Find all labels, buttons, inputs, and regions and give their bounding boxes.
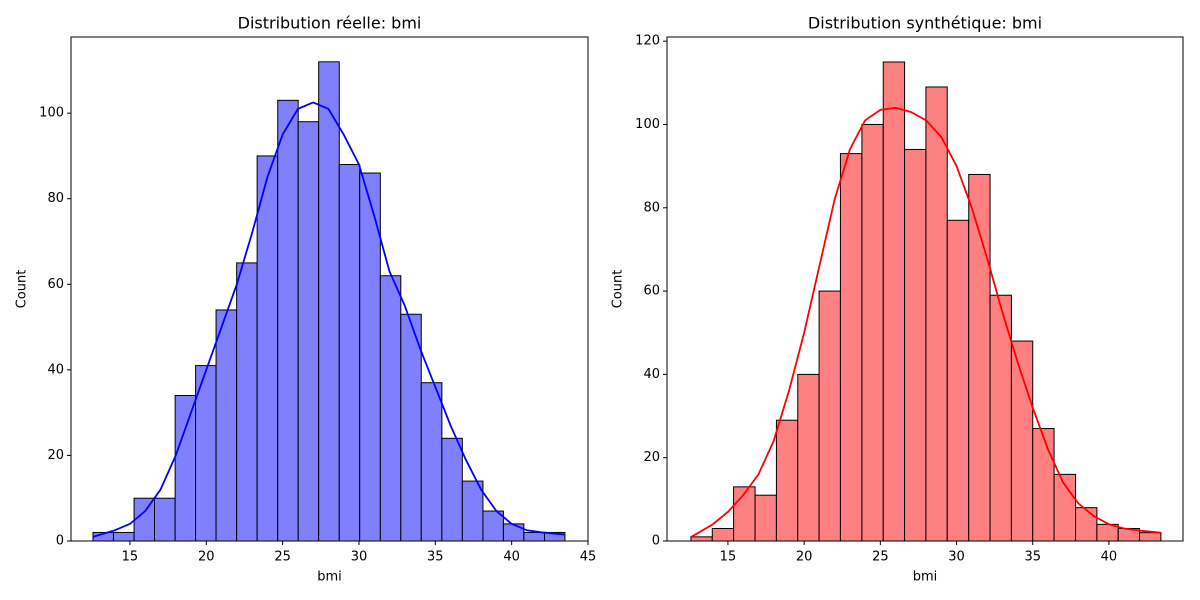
x-tick-label: 15 <box>122 550 139 565</box>
hist-bar <box>1139 532 1162 542</box>
hist-bar <box>420 382 443 542</box>
x-axis-label: bmi <box>913 570 938 585</box>
hist-bar <box>400 313 422 542</box>
axes-frame <box>70 36 589 542</box>
hist-bar <box>441 437 463 542</box>
hist-bar <box>1032 428 1055 542</box>
hist-bar <box>818 290 841 542</box>
hist-bar <box>968 173 991 542</box>
y-tick-label: 40 <box>643 367 660 382</box>
x-tick-label: 15 <box>720 550 737 565</box>
x-tick-label: 20 <box>796 550 813 565</box>
y-tick-label: 100 <box>39 106 64 121</box>
hist-bar <box>925 86 948 542</box>
chart-title: Distribution synthétique: bmi <box>808 14 1042 33</box>
hist-bar <box>882 61 906 542</box>
hist-bar <box>174 395 197 542</box>
hist-bar <box>461 480 484 542</box>
x-tick-label: 40 <box>1101 550 1118 565</box>
hist-bar <box>861 123 884 542</box>
y-tick-label: 60 <box>643 284 660 299</box>
x-tick-label: 40 <box>503 550 520 565</box>
y-tick-label: 60 <box>47 277 64 292</box>
hist-bar <box>112 531 135 542</box>
hist-bar <box>277 99 299 542</box>
hist-bar <box>215 309 238 542</box>
x-tick-label: 20 <box>198 550 215 565</box>
hist-bar <box>690 536 713 542</box>
axes-frame <box>666 36 1184 542</box>
x-axis-label: bmi <box>317 570 342 585</box>
y-tick-label: 100 <box>635 117 660 132</box>
y-tick-label: 40 <box>47 362 64 377</box>
hist-bar <box>338 163 361 542</box>
hist-bar <box>754 494 777 542</box>
hist-bar <box>797 373 820 542</box>
y-tick-label: 80 <box>47 191 64 206</box>
y-tick-label: 20 <box>47 448 64 463</box>
hist-bar <box>297 121 320 542</box>
x-tick-label: 30 <box>948 550 965 565</box>
y-tick-label: 0 <box>652 534 660 549</box>
hist-bar <box>1075 507 1098 542</box>
hist-bar <box>318 61 340 542</box>
hist-bar <box>256 155 279 542</box>
x-tick-label: 25 <box>872 550 889 565</box>
hist-bar <box>775 419 799 542</box>
y-axis-label: Count <box>611 270 626 309</box>
hist-bar <box>379 275 402 542</box>
hist-bar <box>1010 340 1034 542</box>
hist-bar <box>154 497 176 542</box>
x-tick-label: 25 <box>274 550 291 565</box>
x-tick-label: 35 <box>1024 550 1041 565</box>
y-axis-label: Count <box>15 270 30 309</box>
y-tick-label: 0 <box>56 534 64 549</box>
x-tick-label: 35 <box>427 550 444 565</box>
chart-title: Distribution réelle: bmi <box>238 14 422 33</box>
x-tick-label: 45 <box>580 550 597 565</box>
y-tick-label: 80 <box>643 200 660 215</box>
hist-bar <box>711 528 735 542</box>
kde-line <box>690 106 1161 538</box>
hist-bar <box>946 219 970 542</box>
y-tick-label: 120 <box>635 34 660 49</box>
hist-bar <box>904 148 927 542</box>
hist-bar <box>502 523 525 542</box>
hist-bar <box>523 531 545 542</box>
kde-line <box>93 101 566 538</box>
y-tick-label: 20 <box>643 450 660 465</box>
hist-bar <box>236 262 258 542</box>
x-tick-label: 30 <box>351 550 368 565</box>
hist-bar <box>133 497 156 542</box>
hist-bar <box>839 153 863 542</box>
